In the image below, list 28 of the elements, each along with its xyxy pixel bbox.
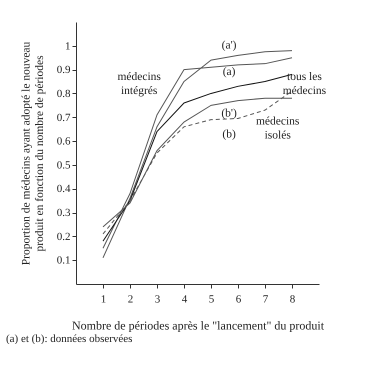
annotation: tous les médecins — [282, 71, 327, 98]
y-tick-label: 0.6 — [56, 136, 71, 148]
y-tick-label: 0.3 — [56, 207, 71, 220]
y-tick-label: 0.7 — [56, 112, 71, 124]
y-tick-label: 0.1 — [56, 254, 70, 267]
x-tick-label: 8 — [290, 294, 296, 306]
y-tick-label: 0.4 — [56, 183, 71, 196]
y-axis-title: Proportion de médecins ayant adopté le nouveau produit en fonction du nombre de périodes — [20, 41, 46, 266]
text: (a) et (b): données observées — [6, 333, 132, 345]
x-tick-label: 4 — [182, 294, 188, 306]
y-tick-label: 0.2 — [56, 230, 70, 243]
y-tick-label: 1 — [65, 40, 70, 52]
x-tick-label: 7 — [262, 294, 269, 306]
x-tick-label: 6 — [236, 294, 242, 306]
x-axis-title: Nombre de périodes après le "lancement" du produit — [72, 318, 325, 332]
annotation: (b) — [222, 128, 236, 141]
x-tick-label: 1 — [100, 294, 106, 306]
x-tick-label: 3 — [154, 294, 161, 306]
annotation: (a) — [222, 66, 236, 78]
y-tick-label: 0.9 — [56, 64, 71, 76]
x-tick-label: 2 — [128, 294, 134, 306]
annotation: médecins isolés — [256, 116, 300, 142]
annotation: (a') — [222, 40, 237, 52]
annotation: médecins intégrés — [117, 71, 162, 98]
annotation: (b') — [221, 108, 237, 120]
y-tick-label: 0.5 — [56, 159, 71, 172]
x-tick-label: 5 — [208, 294, 215, 306]
y-tick-label: 0.8 — [56, 88, 71, 100]
